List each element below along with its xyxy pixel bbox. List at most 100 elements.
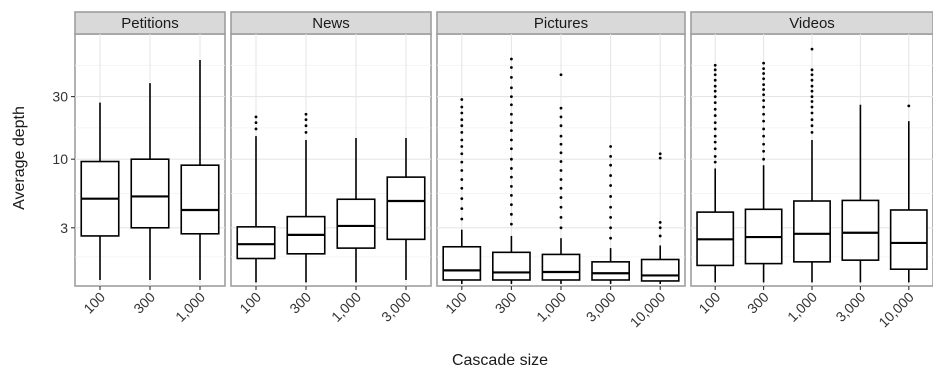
panel-3-box-0-outlier-1 [713, 155, 717, 158]
panel-2-box-2-outlier-9 [559, 142, 563, 146]
panel-1-strip-label: News [312, 15, 350, 32]
panel-3-box-1-outlier-15 [762, 61, 765, 65]
x-axis-title: Cascade size [452, 352, 548, 369]
panel-3-box-2-outlier-3 [810, 111, 814, 115]
panel-0-strip-label: Petitions [121, 15, 179, 32]
panel-2-box-0-outlier-15 [460, 98, 464, 101]
panel-3-box-1-outlier-1 [762, 149, 765, 153]
panel-3-box-0-outlier-2 [713, 147, 717, 151]
panel-2-box-0-outlier-2 [460, 197, 464, 201]
panel-3-box-1-outlier-8 [762, 99, 765, 102]
panel-2-box-3-outlier-0 [609, 236, 612, 240]
panel-2-box-1-outlier-17 [510, 66, 513, 69]
panel-2-box-1-outlier-10 [510, 129, 513, 133]
panel-2-x-tick-label-3: 3,000 [583, 289, 619, 325]
panel-2-box-2-outlier-0 [559, 226, 563, 230]
panel-3-box-1-outlier-11 [762, 83, 765, 87]
panel-2-box-4-outlier-1 [658, 226, 662, 230]
panel-2-box-1-outlier-5 [510, 175, 513, 179]
panel-2-box-0-outlier-12 [460, 118, 464, 122]
panel-2-box-1-outlier-18 [510, 57, 513, 61]
panel-1-box-1-outlier-1 [304, 124, 308, 128]
panel-2-box-1-outlier-6 [510, 167, 513, 170]
panel-1-box-1-outlier-0 [304, 131, 308, 134]
panel-3-box-1-outlier-14 [762, 67, 765, 71]
panel-2-x-tick-label-2: 1,000 [533, 289, 569, 325]
panel-3-box-2-outlier-11 [810, 68, 814, 72]
panel-1-box-3 [386, 176, 426, 241]
panel-3-x-tick-label-1: 300 [744, 289, 772, 317]
panel-3-box-0-outlier-13 [713, 78, 717, 82]
panel-3-box-2-outlier-9 [810, 78, 814, 82]
panel-2-box-0-outlier-7 [460, 152, 464, 156]
panel-0-box-1 [130, 158, 170, 229]
panel-2-box-2-outlier-11 [559, 124, 563, 128]
panel-3-box-2-outlier-7 [810, 89, 814, 93]
panel-2-box-0-outlier-8 [460, 145, 464, 148]
panel-2-box-1-outlier-8 [510, 147, 513, 151]
panel-3-box-1-outlier-3 [762, 134, 765, 138]
panel-1-box-0-outlier-1 [254, 121, 258, 125]
panel-2-box-1-outlier-16 [510, 76, 513, 79]
panel-3-box-1-outlier-7 [762, 105, 765, 109]
panel-2-box-3-outlier-4 [609, 195, 612, 198]
panel-1-strip [230, 11, 432, 35]
panel-1-box-0-outlier-0 [254, 127, 258, 131]
panel-2-box-1-outlier-9 [510, 138, 513, 142]
panel-0-x-tick-label-1: 300 [130, 289, 158, 317]
panel-2-box-4 [640, 258, 680, 282]
panel-3-box-2 [793, 200, 831, 263]
panel-3-x-tick-label-2: 1,000 [784, 289, 820, 325]
panel-3-box-2-outlier-6 [810, 95, 814, 98]
panel-3-x-tick-label-4: 10,000 [875, 289, 917, 331]
panel-2-box-0-outlier-11 [460, 124, 464, 128]
panel-3-box-2-outlier-1 [810, 124, 814, 128]
panel-3-box-2-outlier-8 [810, 84, 814, 88]
panel-3-box-1-outlier-0 [762, 157, 765, 161]
panel-3-box-0-outlier-9 [713, 101, 717, 104]
panel-1-box-1-outlier-2 [304, 118, 308, 122]
panel-3-box-0-outlier-5 [713, 127, 717, 131]
y-axis-title: Average depth [11, 106, 28, 210]
panel-3-box-1-outlier-6 [762, 112, 765, 116]
panel-1-x-tick-label-2: 1,000 [328, 289, 364, 325]
panel-2-box-0-outlier-1 [460, 207, 464, 211]
panel-3-box-4-outlier-0 [907, 104, 911, 108]
panel-3-box-2-outlier-12 [810, 47, 814, 51]
panel-3-box-2-outlier-2 [810, 118, 814, 122]
panel-2-box-3 [591, 261, 631, 281]
panel-2-box-0-outlier-9 [460, 138, 464, 142]
panel-2-box-1-outlier-13 [510, 103, 513, 107]
panel-3-box-1-outlier-5 [762, 119, 765, 123]
panel-3-box-2-outlier-4 [810, 105, 814, 109]
panel-3-box-0-outlier-4 [713, 134, 717, 138]
panel-1-x-tick-label-1: 300 [286, 289, 314, 317]
panel-1-box-1-outlier-3 [304, 112, 308, 116]
panel-3-box-2-outlier-5 [810, 100, 814, 103]
panel-2-box-2-outlier-8 [559, 151, 563, 155]
panel-3-box-0-outlier-11 [713, 89, 717, 93]
panel-2-box-2-outlier-3 [559, 196, 563, 199]
panel-3-box-0-outlier-12 [713, 84, 717, 88]
panel-3-box-2-outlier-0 [810, 131, 814, 134]
panel-2-box-1-outlier-15 [510, 86, 513, 90]
panel-2-box-2-outlier-4 [559, 186, 563, 190]
panel-2-box-1-outlier-7 [510, 157, 513, 161]
panel-3-box-0-outlier-0 [713, 160, 717, 164]
marks-layer [80, 47, 928, 284]
panel-2-box-2-outlier-13 [559, 106, 563, 110]
panel-3-box-1-outlier-2 [762, 142, 765, 146]
panel-3-box-1-outlier-13 [762, 72, 765, 75]
panel-2-box-1-outlier-12 [510, 112, 513, 116]
panel-2-box-1-outlier-0 [510, 222, 513, 226]
panel-2-box-4-outlier-0 [658, 234, 662, 238]
panel-2-box-3-outlier-1 [609, 226, 612, 230]
panel-1-box-0 [236, 226, 276, 260]
panel-3-box-1-outlier-9 [762, 93, 765, 97]
panel-3-box-2-outlier-10 [810, 73, 814, 77]
panel-2-box-3-outlier-5 [609, 184, 612, 187]
panel-2-box-0-outlier-6 [460, 160, 464, 164]
panel-2-box-2-outlier-5 [559, 178, 563, 181]
panel-3-box-0-outlier-14 [713, 73, 717, 77]
